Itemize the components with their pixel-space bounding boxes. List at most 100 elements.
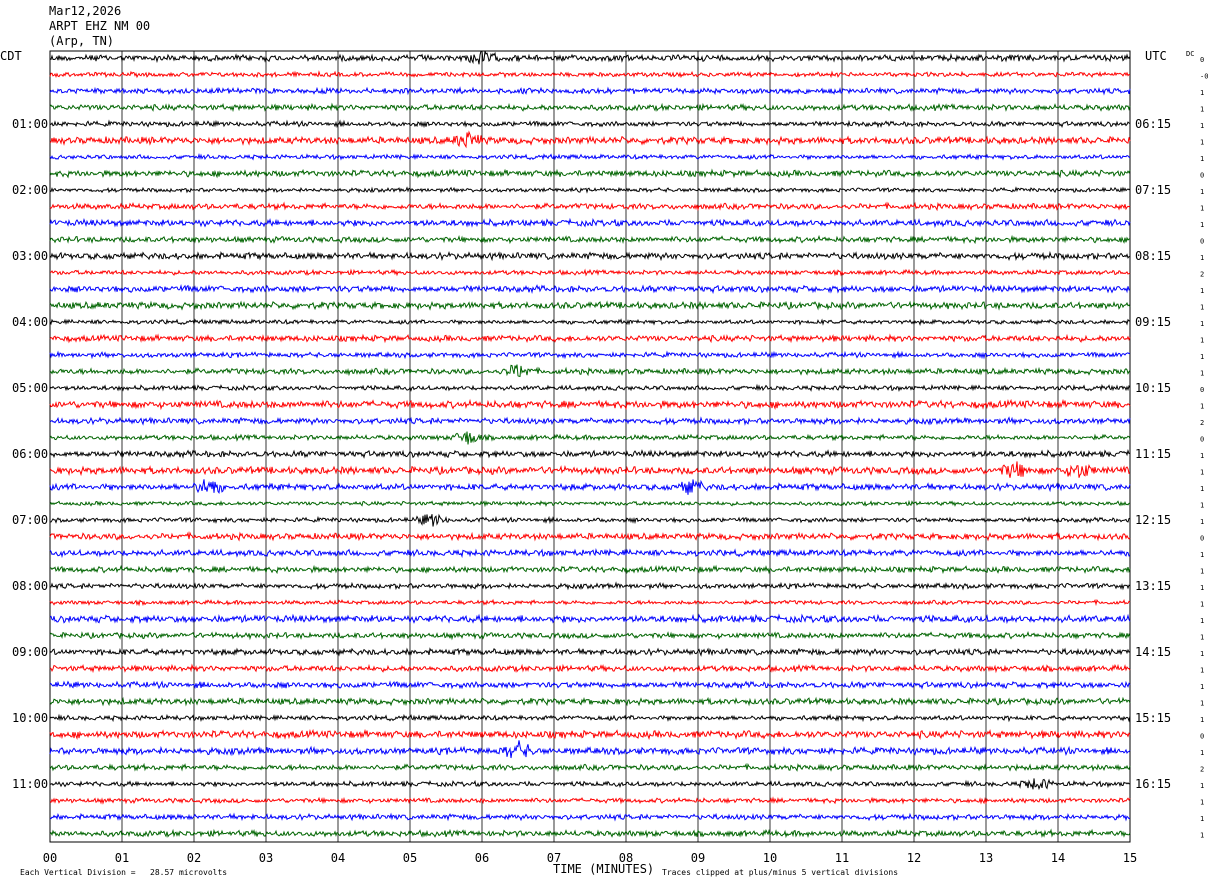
dc-offset-label: 1 (1200, 502, 1204, 510)
left-hour-label: 01:00 (12, 117, 48, 131)
right-timezone-label: UTC (1145, 49, 1167, 63)
right-hour-label: 07:15 (1135, 183, 1171, 197)
seismic-trace (49, 696, 1131, 707)
dc-offset-label: 1 (1200, 584, 1204, 592)
right-hour-label: 15:15 (1135, 711, 1171, 725)
x-tick-label: 10 (763, 851, 777, 865)
dc-offset-label: 1 (1200, 304, 1204, 312)
dc-offset-label: 1 (1200, 617, 1204, 625)
seismic-trace (49, 300, 1131, 311)
seismic-trace (49, 479, 1131, 495)
dc-offset-label: 1 (1200, 106, 1204, 114)
seismic-trace (49, 350, 1131, 360)
seismic-trace (49, 762, 1131, 773)
seismic-trace (49, 398, 1131, 411)
dc-offset-label: 2 (1200, 271, 1204, 279)
left-hour-label: 06:00 (12, 447, 48, 461)
station-label: ARPT EHZ NM 00 (49, 19, 151, 33)
seismic-trace (49, 598, 1131, 607)
dc-offset-label: 1 (1200, 155, 1204, 163)
x-tick-label: 13 (979, 851, 993, 865)
seismic-trace (49, 234, 1130, 245)
dc-offset-label: 1 (1200, 518, 1204, 526)
left-timezone-label: CDT (0, 49, 22, 63)
seismic-trace (49, 168, 1131, 179)
dc-offset-label: 0 (1200, 733, 1204, 741)
x-tick-label: 08 (619, 851, 633, 865)
x-tick-label: 07 (547, 851, 561, 865)
seismic-trace (49, 186, 1131, 194)
dc-offset-label: 1 (1200, 650, 1204, 658)
dc-offset-label: 1 (1200, 320, 1204, 328)
clip-note: Traces clipped at plus/minus 5 vertical … (662, 868, 899, 877)
dc-offset-label: 1 (1200, 452, 1204, 460)
seismic-trace (49, 564, 1131, 575)
dc-offset-label: 1 (1200, 667, 1204, 675)
left-hour-label: 02:00 (12, 183, 48, 197)
x-tick-label: 05 (403, 851, 417, 865)
dc-offset-label: 1 (1200, 205, 1204, 213)
x-tick-label: 11 (835, 851, 849, 865)
left-hour-label: 08:00 (12, 579, 48, 593)
dc-offset-label: 1 (1200, 683, 1204, 691)
dc-offset-label: 1 (1200, 469, 1204, 477)
right-hour-label: 16:15 (1135, 777, 1171, 791)
right-hour-label: 12:15 (1135, 513, 1171, 527)
dc-offset-label: 0 (1200, 238, 1204, 246)
location-label: (Arp, TN) (49, 34, 115, 48)
dc-offset-label: 2 (1200, 766, 1204, 774)
seismic-trace (49, 86, 1131, 96)
seismic-trace (49, 547, 1131, 559)
dc-offset-label: 1 (1200, 337, 1204, 345)
right-hour-label: 10:15 (1135, 381, 1171, 395)
seismic-trace (49, 70, 1131, 79)
right-hour-label: 13:15 (1135, 579, 1171, 593)
dc-offset-label: -0 (1200, 73, 1208, 81)
left-hour-label: 11:00 (12, 777, 48, 791)
seismic-trace (49, 531, 1131, 542)
x-tick-label: 12 (907, 851, 921, 865)
x-tick-label: 01 (115, 851, 129, 865)
seismic-trace (49, 130, 1131, 149)
seismic-trace (49, 364, 1131, 377)
dc-offset-label: 1 (1200, 221, 1204, 229)
seismic-trace (49, 613, 1131, 625)
dc-offset-label: 1 (1200, 815, 1204, 823)
x-tick-label: 02 (187, 851, 201, 865)
dc-offset-label: 1 (1200, 832, 1204, 840)
dc-offset-label: 0 (1200, 56, 1204, 64)
seismic-trace (49, 283, 1131, 295)
x-axis-label: TIME (MINUTES) (553, 862, 655, 876)
seismic-trace (49, 250, 1131, 262)
x-tick-label: 09 (691, 851, 705, 865)
seismic-trace (49, 680, 1131, 690)
seismic-trace (49, 740, 1131, 759)
seismic-trace (49, 728, 1131, 741)
dc-offset-label: 1 (1200, 782, 1204, 790)
seismic-trace (49, 713, 1131, 723)
right-hour-label: 09:15 (1135, 315, 1171, 329)
right-hour-label: 06:15 (1135, 117, 1171, 131)
dc-offset-label: 1 (1200, 749, 1204, 757)
seismic-trace (49, 102, 1131, 113)
dc-offset-label: 1 (1200, 89, 1204, 97)
seismic-trace (49, 416, 1131, 426)
dc-offset-label: 1 (1200, 370, 1204, 378)
dc-offset-label: 2 (1200, 419, 1204, 427)
dc-offset-label: 1 (1200, 716, 1204, 724)
dc-header-label: DC (1186, 50, 1195, 58)
dc-offset-label: 1 (1200, 568, 1204, 576)
seismic-trace (49, 268, 1131, 277)
dc-offset-label: 0 (1200, 172, 1204, 180)
dc-offset-label: 1 (1200, 122, 1204, 130)
seismic-trace (50, 581, 1131, 591)
scale-note: Each Vertical Division = 28.57 microvolt… (20, 868, 228, 877)
x-tick-label: 03 (259, 851, 273, 865)
dc-offset-label: 1 (1200, 601, 1204, 609)
left-hour-label: 07:00 (12, 513, 48, 527)
left-hour-label: 09:00 (12, 645, 48, 659)
seismic-trace (49, 333, 1131, 344)
right-hour-label: 14:15 (1135, 645, 1171, 659)
seismic-trace (49, 513, 1131, 527)
